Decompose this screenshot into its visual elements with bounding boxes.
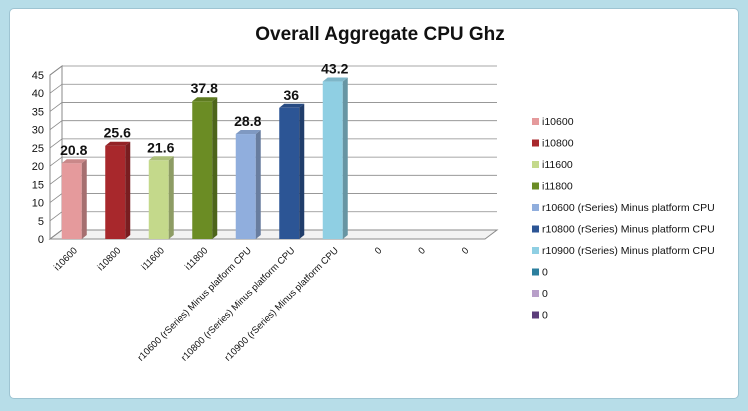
legend-swatch bbox=[532, 311, 539, 319]
legend-label: r10800 (rSeries) Minus platform CPU bbox=[542, 224, 715, 236]
legend-label: 0 bbox=[542, 288, 548, 300]
gridline bbox=[49, 102, 497, 112]
gridline bbox=[49, 120, 497, 130]
legend-item: 0 bbox=[532, 310, 548, 322]
x-tick-label: i10600 bbox=[52, 245, 80, 273]
y-tick-label: 40 bbox=[32, 88, 44, 100]
legend-swatch bbox=[532, 204, 539, 211]
legend-label: 0 bbox=[542, 267, 548, 279]
x-tick-label: 0 bbox=[460, 245, 472, 257]
bar bbox=[148, 156, 174, 239]
legend-item: r10600 (rSeries) Minus platform CPU bbox=[532, 202, 715, 214]
bar-side bbox=[299, 103, 305, 239]
bar-side bbox=[81, 159, 87, 239]
chart-title: Overall Aggregate CPU Ghz bbox=[255, 24, 505, 45]
legend-swatch bbox=[532, 182, 539, 190]
bar-front bbox=[322, 81, 343, 239]
gridline bbox=[49, 138, 497, 149]
legend-item: r10900 (rSeries) Minus platform CPU bbox=[532, 245, 715, 257]
legend-swatch bbox=[532, 118, 539, 125]
legend-label: r10900 (rSeries) Minus platform CPU bbox=[542, 245, 715, 257]
gridline bbox=[49, 156, 497, 167]
bar-front bbox=[279, 107, 300, 239]
data-label: 21.6 bbox=[147, 139, 174, 155]
bars bbox=[61, 77, 348, 240]
gridlines bbox=[49, 65, 497, 240]
bar-top bbox=[279, 103, 305, 108]
legend-item: i11800 bbox=[532, 181, 573, 193]
x-tick-label: i11800 bbox=[183, 245, 210, 272]
data-label: 37.8 bbox=[191, 80, 218, 96]
bar-front bbox=[192, 101, 213, 240]
y-tick-label: 5 bbox=[38, 216, 44, 228]
data-labels: 20.8 25.6 21.6 37.8 28.8 36 43.2 bbox=[60, 61, 348, 159]
bar-top bbox=[61, 159, 87, 164]
legend-label: 0 bbox=[542, 310, 548, 322]
bar bbox=[192, 97, 218, 240]
legend-swatch bbox=[532, 290, 539, 297]
data-label: 43.2 bbox=[321, 61, 348, 77]
legend-swatch bbox=[532, 247, 539, 254]
bar-top bbox=[105, 141, 131, 146]
legend-swatch bbox=[532, 225, 539, 233]
legend-label: i11800 bbox=[542, 181, 573, 193]
legend-swatch bbox=[532, 161, 539, 168]
legend-label: r10600 (rSeries) Minus platform CPU bbox=[542, 202, 715, 214]
legend-label: i11600 bbox=[542, 159, 573, 171]
bar-side bbox=[125, 141, 131, 239]
y-tick-label: 20 bbox=[32, 161, 44, 173]
bar-front bbox=[105, 145, 126, 239]
data-label: 25.6 bbox=[104, 125, 131, 141]
y-tick-label: 45 bbox=[32, 70, 44, 82]
bar-top bbox=[235, 130, 261, 135]
bar-front bbox=[148, 160, 169, 239]
y-tick-label: 15 bbox=[32, 179, 44, 191]
gridline bbox=[49, 65, 497, 76]
x-tick-label: 0 bbox=[416, 245, 428, 257]
bar-top bbox=[192, 97, 218, 102]
bar bbox=[235, 130, 261, 239]
y-tick-label: 35 bbox=[32, 106, 44, 118]
data-label: 28.8 bbox=[234, 113, 261, 129]
gridline bbox=[49, 83, 497, 94]
legend-swatch bbox=[532, 139, 539, 147]
bar bbox=[61, 159, 87, 239]
legend-item: i11600 bbox=[532, 159, 573, 171]
legend: i10600 i10800 i11600 i11800 r10600 (rSeries)… bbox=[532, 116, 715, 322]
y-tick-label: 25 bbox=[32, 143, 44, 155]
bar-front bbox=[235, 134, 256, 239]
legend-item: 0 bbox=[532, 288, 548, 300]
legend-item: 0 bbox=[532, 267, 548, 279]
bar-front bbox=[61, 163, 82, 239]
x-tick-label: 0 bbox=[373, 245, 385, 257]
legend-item: i10600 bbox=[532, 116, 574, 128]
y-axis-ticks: 0 5 10 15 20 25 30 35 40 45 bbox=[32, 70, 44, 246]
data-label: 20.8 bbox=[60, 142, 87, 158]
bar-side bbox=[168, 156, 174, 239]
x-tick-label: i11600 bbox=[139, 245, 166, 272]
x-tick-label: i10800 bbox=[95, 245, 123, 273]
legend-item: r10800 (rSeries) Minus platform CPU bbox=[532, 224, 715, 236]
bar bbox=[322, 77, 348, 239]
legend-swatch bbox=[532, 268, 539, 276]
bar-side bbox=[255, 130, 261, 239]
data-label: 36 bbox=[283, 87, 299, 103]
y-tick-label: 10 bbox=[32, 198, 44, 210]
bar-side bbox=[212, 97, 218, 240]
bar-top bbox=[322, 77, 348, 82]
bar bbox=[279, 103, 305, 239]
legend-item: i10800 bbox=[532, 138, 574, 150]
legend-label: i10600 bbox=[542, 116, 574, 128]
chart-frame: Overall Aggregate CPU Ghz 0 5 10 15 20 25 30 35… bbox=[9, 8, 739, 399]
legend-label: i10800 bbox=[542, 138, 574, 150]
bar-side bbox=[342, 77, 348, 239]
bar-chart: Overall Aggregate CPU Ghz 0 5 10 15 20 25 30 35… bbox=[32, 24, 715, 364]
y-tick-label: 0 bbox=[38, 234, 44, 246]
bar-top bbox=[148, 156, 174, 161]
y-tick-label: 30 bbox=[32, 125, 44, 137]
bar bbox=[105, 141, 131, 239]
